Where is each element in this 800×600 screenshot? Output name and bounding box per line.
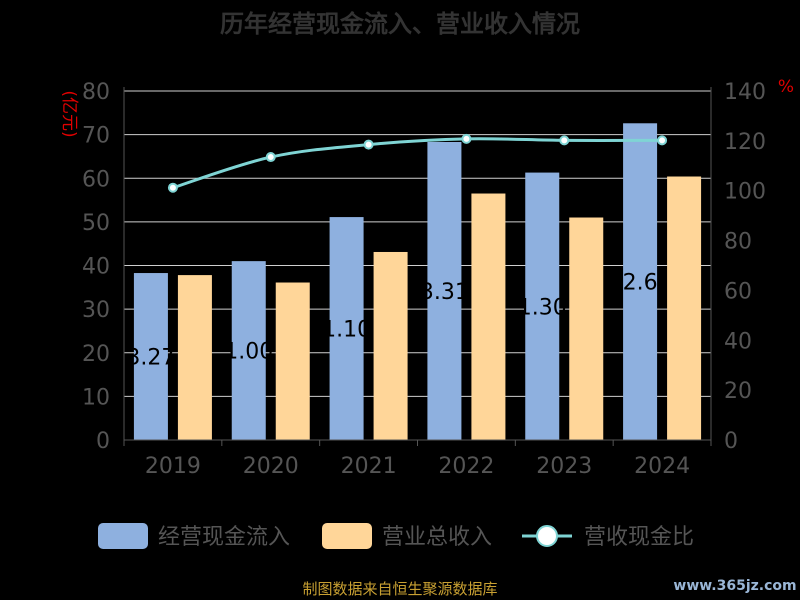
x-tick-label: 2023 xyxy=(536,454,592,479)
ratio-line-path xyxy=(172,137,663,190)
bar-cash-inflow xyxy=(329,217,364,440)
bar-cash-inflow xyxy=(427,141,462,440)
left-axis-unit: (亿元) xyxy=(59,90,79,137)
bar-value-label: 1.30 xyxy=(518,295,567,320)
bars xyxy=(133,123,702,441)
bar-revenue xyxy=(667,176,702,440)
left-tick-label: 50 xyxy=(82,211,110,236)
x-tick-label: 2024 xyxy=(634,454,690,479)
left-tick-label: 10 xyxy=(82,385,110,410)
chart-title: 历年经营现金流入、营业收入情况 xyxy=(220,10,580,38)
left-tick-label: 70 xyxy=(82,124,110,149)
bar-revenue xyxy=(471,193,506,440)
right-tick-label: 120 xyxy=(724,130,766,155)
right-tick-label: 0 xyxy=(724,429,738,454)
right-axis-unit: % xyxy=(778,77,794,97)
bar-revenue xyxy=(569,217,604,440)
left-tick-label: 60 xyxy=(82,167,110,192)
left-axis-ticks: 0 10 20 30 40 50 60 70 80 xyxy=(82,80,110,454)
x-tick-label: 2022 xyxy=(438,454,494,479)
ratio-point xyxy=(559,135,570,146)
legend-label: 营收现金比 xyxy=(584,525,694,550)
right-tick-label: 140 xyxy=(724,80,766,105)
x-tick-label: 2020 xyxy=(243,454,299,479)
right-tick-label: 40 xyxy=(724,329,752,354)
left-tick-label: 30 xyxy=(82,298,110,323)
right-tick-label: 80 xyxy=(724,230,752,255)
right-tick-label: 60 xyxy=(724,279,752,304)
bar-value-label: 1.00 xyxy=(224,340,273,365)
bar-revenue xyxy=(275,282,310,440)
ratio-point xyxy=(167,182,178,193)
bar-cash-inflow xyxy=(231,261,266,440)
data-source: 制图数据来自恒生聚源数据库 xyxy=(302,580,497,598)
gridlines xyxy=(124,90,711,441)
left-tick-label: 40 xyxy=(82,255,110,280)
watermark: www.365jz.com xyxy=(673,578,796,594)
right-tick-label: 20 xyxy=(724,379,752,404)
legend-swatch xyxy=(98,523,148,549)
bar-value-label: 3.27 xyxy=(126,346,175,371)
x-tick-label: 2019 xyxy=(145,454,201,479)
legend: 经营现金流入 营业总收入 营收现金比 xyxy=(98,523,694,550)
legend-label: 经营现金流入 xyxy=(158,525,290,550)
left-tick-label: 20 xyxy=(82,342,110,367)
x-axis-ticks: 2019 2020 2021 2022 2023 2024 xyxy=(145,454,690,479)
right-axis-ticks: 0 20 40 60 80 100 120 140 xyxy=(724,80,766,454)
bar-value-label: 1.10 xyxy=(322,318,371,343)
bar-cash-inflow xyxy=(525,172,560,441)
bar-cash-inflow xyxy=(133,273,168,440)
axes xyxy=(123,87,712,446)
ratio-point xyxy=(265,152,276,163)
ratio-point xyxy=(657,135,668,146)
ratio-point xyxy=(363,139,374,150)
bar-cash-inflow xyxy=(623,123,658,440)
bar-value-label: 2.6 xyxy=(623,271,658,296)
right-tick-label: 100 xyxy=(724,180,766,205)
bar-value-label: 3.31 xyxy=(420,280,469,305)
bar-labels: 3.27 1.00 1.10 3.31 1.30 2.6 xyxy=(126,271,657,371)
bar-revenue xyxy=(373,251,408,440)
legend-label: 营业总收入 xyxy=(382,525,492,550)
x-tick-label: 2021 xyxy=(341,454,397,479)
legend-marker xyxy=(536,525,558,547)
ratio-line xyxy=(167,133,668,193)
left-tick-label: 80 xyxy=(82,80,110,105)
legend-swatch xyxy=(322,523,372,549)
ratio-point xyxy=(461,133,472,144)
left-tick-label: 0 xyxy=(96,429,110,454)
bar-revenue xyxy=(177,275,212,440)
